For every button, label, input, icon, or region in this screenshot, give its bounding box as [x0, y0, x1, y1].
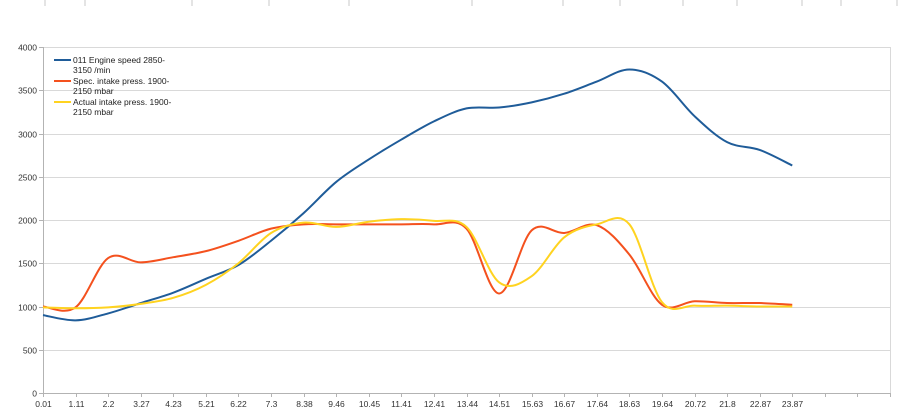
x-tick-label: 8.38	[296, 399, 313, 409]
legend-swatch-yellow	[54, 101, 71, 103]
legend-swatch-orange	[54, 80, 71, 82]
gridlines	[39, 47, 890, 394]
legend-label: Spec. intake press. 1900- 2150 mbar	[73, 76, 170, 96]
legend-item-engine-speed: 011 Engine speed 2850- 3150 /min	[54, 55, 173, 75]
legend-label: Actual intake press. 1900- 2150 mbar	[73, 97, 172, 117]
x-tick-label: 16.67	[554, 399, 576, 409]
x-tick-label: 20.72	[685, 399, 707, 409]
legend-label: 011 Engine speed 2850- 3150 /min	[73, 55, 166, 75]
y-tick-label: 1000	[18, 303, 37, 313]
y-tick-label: 3500	[18, 86, 37, 96]
y-tick-label: 3000	[18, 130, 37, 140]
x-tick-label: 11.41	[391, 399, 412, 409]
x-tick-label: 18.63	[619, 399, 641, 409]
x-tick-label: 23.87	[782, 399, 804, 409]
legend: 011 Engine speed 2850- 3150 /min Spec. i…	[54, 55, 173, 118]
x-tick-label: 15.63	[522, 399, 544, 409]
x-tick-label: 6.22	[230, 399, 247, 409]
axes	[43, 47, 891, 397]
x-tick-label: 4.23	[165, 399, 182, 409]
x-tick-label: 9.46	[328, 399, 345, 409]
x-tick-label: 5.21	[198, 399, 215, 409]
x-tick-label: 13.44	[457, 399, 479, 409]
x-tick-label: 2.2	[103, 399, 115, 409]
y-tick-label: 2500	[18, 173, 37, 183]
x-axis-labels: 0.01 1.11 2.2 3.27 4.23 5.21 6.22 7.3 8.38 9.46 10…	[35, 399, 803, 409]
series-line-2	[42, 217, 793, 311]
y-tick-label: 4000	[18, 43, 37, 53]
x-tick-label: 0.01	[35, 399, 52, 409]
series-line-0	[42, 68, 793, 322]
legend-item-spec-intake: Spec. intake press. 1900- 2150 mbar	[54, 76, 173, 96]
y-tick-label: 1500	[18, 259, 37, 269]
x-tick-label: 17.64	[587, 399, 609, 409]
spreadsheet-column-ticks	[44, 0, 898, 6]
y-axis-labels: 0 500 1000 1500 2000 2500 3000 3500 4000	[18, 43, 37, 399]
x-tick-label: 12.41	[424, 399, 446, 409]
x-tick-label: 21.8	[719, 399, 736, 409]
x-tick-label: 7.3	[266, 399, 278, 409]
x-tick-label: 14.51	[489, 399, 511, 409]
legend-item-actual-intake: Actual intake press. 1900- 2150 mbar	[54, 97, 173, 117]
x-tick-label: 1.11	[69, 399, 85, 409]
x-tick-label: 19.64	[652, 399, 674, 409]
y-tick-label: 500	[23, 346, 37, 356]
legend-swatch-blue	[54, 59, 71, 61]
series-line-1	[42, 221, 793, 312]
x-tick-label: 3.27	[133, 399, 150, 409]
x-tick-label: 10.45	[359, 399, 381, 409]
y-tick-label: 2000	[18, 216, 37, 226]
y-tick-label: 0	[32, 389, 37, 399]
x-tick-label: 22.87	[750, 399, 772, 409]
series-lines	[42, 68, 793, 322]
